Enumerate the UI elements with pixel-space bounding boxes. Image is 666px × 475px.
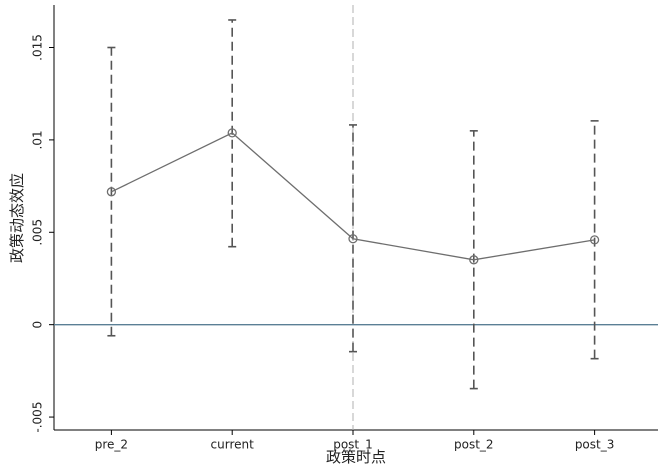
x-axis-title: 政策时点: [326, 448, 386, 466]
y-axis-title: 政策动态效应: [8, 173, 26, 263]
x-tick-label: current: [211, 438, 255, 452]
x-tick-label: post_1: [333, 438, 373, 452]
point: [227, 128, 237, 138]
y-tick-label: .01: [31, 130, 45, 149]
point: [106, 187, 117, 197]
line: [111, 132, 595, 261]
point: [348, 234, 358, 244]
x-tick-label: pre_2: [95, 438, 128, 452]
y-tick-label: -.005: [31, 402, 45, 433]
point: [469, 255, 479, 265]
y-tick-label: .005: [31, 219, 45, 246]
point: [589, 235, 600, 245]
x-tick-label: post_2: [454, 438, 494, 452]
y-tick-label: 0: [31, 321, 45, 329]
x-tick-label: post_3: [575, 438, 615, 452]
y-tick-label: .015: [31, 34, 45, 61]
